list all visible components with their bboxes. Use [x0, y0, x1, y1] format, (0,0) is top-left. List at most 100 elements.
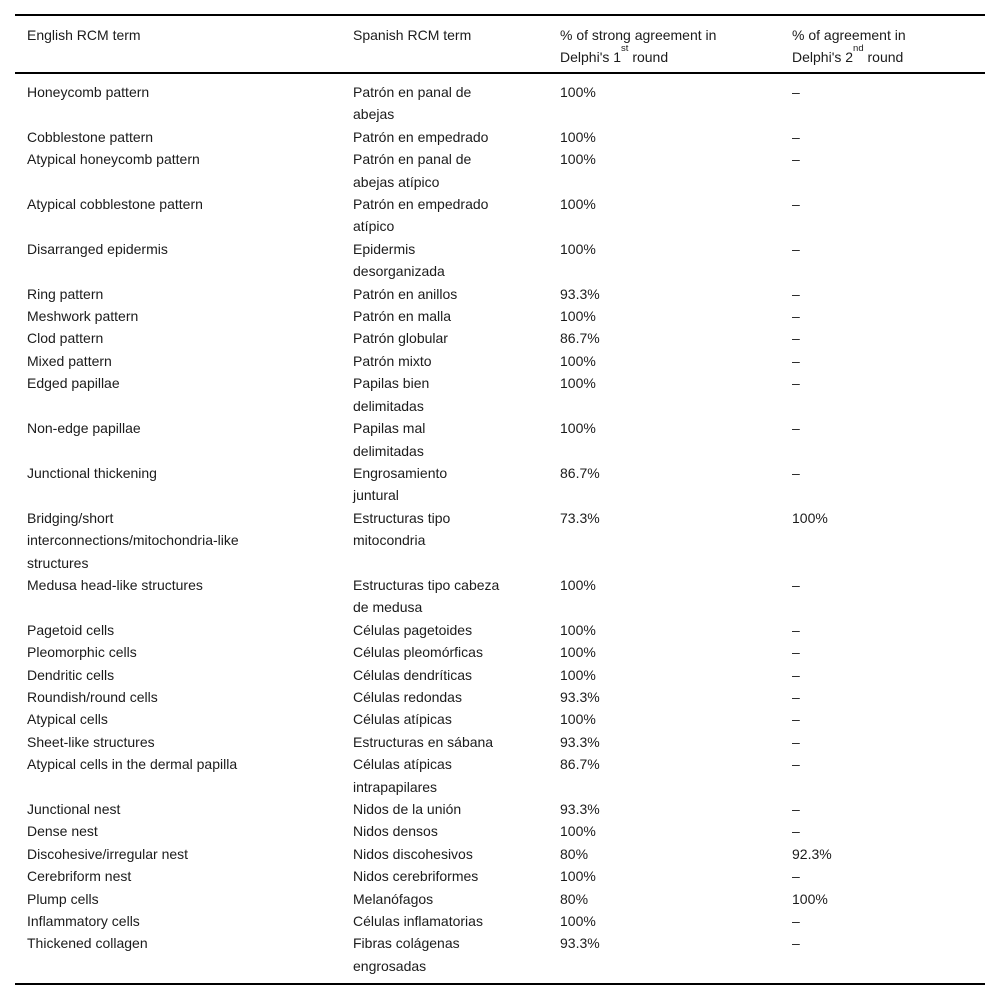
cell-spanish-term: Células atípicas intrapapilares: [353, 756, 452, 795]
cell-agreement-round2: –: [792, 285, 800, 302]
table-row: Clod pattern Patrón globular 86.7% –: [15, 327, 985, 349]
col-header-spanish-term: Spanish RCM term: [353, 15, 560, 73]
cell-agreement-round2: –: [792, 688, 800, 705]
table-row: Atypical cobblestone pattern Patrón en em…: [15, 193, 985, 238]
cell-strong-agreement-round1: 100%: [560, 868, 596, 885]
cell-strong-agreement-round1: 100%: [560, 823, 596, 840]
cell-strong-agreement-round1: 86.7%: [560, 756, 600, 773]
cell-strong-agreement-round1: 100%: [560, 196, 596, 213]
cell-english-term: Junctional thickening: [27, 464, 157, 481]
table-row: Cerebriform nest Nidos cerebriformes 100% –: [15, 865, 985, 887]
header-row: English RCM term Spanish RCM term % of s…: [15, 15, 985, 73]
cell-spanish-term: Epidermis desorganizada: [353, 240, 445, 280]
col-header-english-label: English RCM term: [27, 27, 141, 43]
table-row: Bridging/short interconnections/mitochon…: [15, 507, 985, 574]
col-header-round2: % of agreement in Delphi's 2nd round: [792, 15, 985, 73]
cell-spanish-term: Nidos de la unión: [353, 801, 462, 817]
cell-english-term: Dendritic cells: [27, 666, 115, 683]
cell-agreement-round2: 100%: [792, 509, 828, 526]
cell-agreement-round2: –: [792, 711, 800, 728]
cell-spanish-term: Nidos discohesivos: [353, 845, 473, 862]
cell-english-term: Roundish/round cells: [27, 688, 158, 705]
cell-strong-agreement-round1: 93.3%: [560, 688, 600, 705]
ordinal-superscript: nd: [853, 43, 864, 55]
cell-spanish-term: Fibras colágenas engrosadas: [353, 935, 460, 974]
cell-english-term: Thickened collagen: [27, 935, 148, 952]
cell-english-term: Medusa head-like structures: [27, 576, 203, 593]
col-header-round1-line2-post: round: [628, 48, 669, 65]
cell-strong-agreement-round1: 93.3%: [560, 935, 600, 952]
table-row: Non-edge papillae Papilas mal delimitadas…: [15, 417, 985, 462]
rcm-terms-table: English RCM term Spanish RCM term % of s…: [15, 14, 985, 986]
cell-agreement-round2: –: [792, 352, 800, 369]
table-row: Dendritic cells Células dendríticas 100% –: [15, 664, 985, 686]
table-row: Atypical honeycomb pattern Patrón en pana…: [15, 148, 985, 193]
cell-english-term: Pagetoid cells: [27, 621, 115, 638]
cell-agreement-round2: –: [792, 621, 800, 638]
table-row: Honeycomb pattern Patrón en panal de abej…: [15, 73, 985, 126]
cell-spanish-term: Patrón en empedrado: [353, 128, 489, 145]
cell-english-term: Cobblestone pattern: [27, 128, 154, 145]
cell-agreement-round2: –: [792, 935, 800, 952]
cell-strong-agreement-round1: 100%: [560, 711, 596, 728]
cell-spanish-term: Patrón globular: [353, 330, 448, 347]
cell-english-term: Non-edge papillae: [27, 420, 141, 437]
cell-strong-agreement-round1: 100%: [560, 240, 596, 257]
cell-english-term: Edged papillae: [27, 375, 120, 392]
cell-strong-agreement-round1: 100%: [560, 576, 596, 593]
table-row: Discohesive/irregular nest Nidos discohes…: [15, 843, 985, 865]
table-body: Honeycomb pattern Patrón en panal de abej…: [15, 73, 985, 984]
cell-agreement-round2: –: [792, 756, 800, 773]
cell-strong-agreement-round1: 80%: [560, 890, 589, 907]
cell-spanish-term: Nidos cerebriformes: [353, 868, 479, 885]
table-row: Dense nest Nidos densos 100% –: [15, 820, 985, 842]
cell-spanish-term: Células inflamatorias: [353, 913, 483, 930]
cell-spanish-term: Estructuras tipo mitocondria: [353, 509, 451, 549]
cell-agreement-round2: –: [792, 464, 800, 481]
cell-strong-agreement-round1: 100%: [560, 352, 596, 369]
cell-agreement-round2: –: [792, 128, 800, 145]
cell-spanish-term: Patrón en panal de abejas atípico: [353, 151, 472, 190]
cell-strong-agreement-round1: 93.3%: [560, 285, 600, 302]
cell-agreement-round2: 92.3%: [792, 845, 832, 862]
cell-agreement-round2: –: [792, 84, 800, 100]
cell-agreement-round2: –: [792, 868, 800, 885]
cell-spanish-term: Estructuras en sábana: [353, 733, 494, 750]
cell-agreement-round2: –: [792, 801, 800, 817]
cell-spanish-term: Nidos densos: [353, 823, 438, 840]
cell-strong-agreement-round1: 86.7%: [560, 464, 600, 481]
cell-strong-agreement-round1: 100%: [560, 128, 596, 145]
cell-english-term: Ring pattern: [27, 285, 104, 302]
cell-english-term: Disarranged epidermis: [27, 240, 168, 257]
col-header-round1-line1: % of strong agreement in: [560, 27, 717, 43]
cell-strong-agreement-round1: 100%: [560, 375, 596, 392]
cell-strong-agreement-round1: 100%: [560, 644, 596, 661]
col-header-round2-line2-pre: Delphi's 2: [792, 48, 854, 65]
cell-strong-agreement-round1: 100%: [560, 666, 596, 683]
cell-english-term: Inflammatory cells: [27, 913, 140, 930]
table-row: Ring pattern Patrón en anillos 93.3% –: [15, 283, 985, 305]
cell-strong-agreement-round1: 93.3%: [560, 801, 600, 817]
cell-strong-agreement-round1: 100%: [560, 308, 596, 325]
cell-spanish-term: Estructuras tipo cabeza de medusa: [353, 576, 500, 616]
cell-english-term: Atypical honeycomb pattern: [27, 151, 200, 168]
cell-strong-agreement-round1: 100%: [560, 151, 596, 168]
table-row: Inflammatory cells Células inflamatorias 1…: [15, 910, 985, 932]
table-row: Sheet-like structures Estructuras en sába…: [15, 731, 985, 753]
cell-agreement-round2: –: [792, 420, 800, 437]
col-header-english-term: English RCM term: [15, 15, 353, 73]
cell-agreement-round2: –: [792, 151, 800, 168]
cell-english-term: Sheet-like structures: [27, 733, 155, 750]
cell-spanish-term: Engrosamiento juntural: [353, 464, 448, 504]
col-header-round2-line2-post: round: [863, 48, 904, 65]
table-row: Meshwork pattern Patrón en malla 100% –: [15, 305, 985, 327]
cell-agreement-round2: –: [792, 308, 800, 325]
col-header-round2-line1: % of agreement in: [792, 27, 906, 43]
cell-spanish-term: Papilas bien delimitadas: [353, 375, 430, 414]
cell-spanish-term: Patrón en panal de abejas: [353, 84, 472, 123]
cell-english-term: Cerebriform nest: [27, 868, 132, 885]
cell-strong-agreement-round1: 100%: [560, 621, 596, 638]
cell-strong-agreement-round1: 100%: [560, 913, 596, 930]
cell-spanish-term: Células atípicas: [353, 711, 452, 728]
cell-english-term: Bridging/short interconnections/mitochon…: [27, 509, 239, 571]
